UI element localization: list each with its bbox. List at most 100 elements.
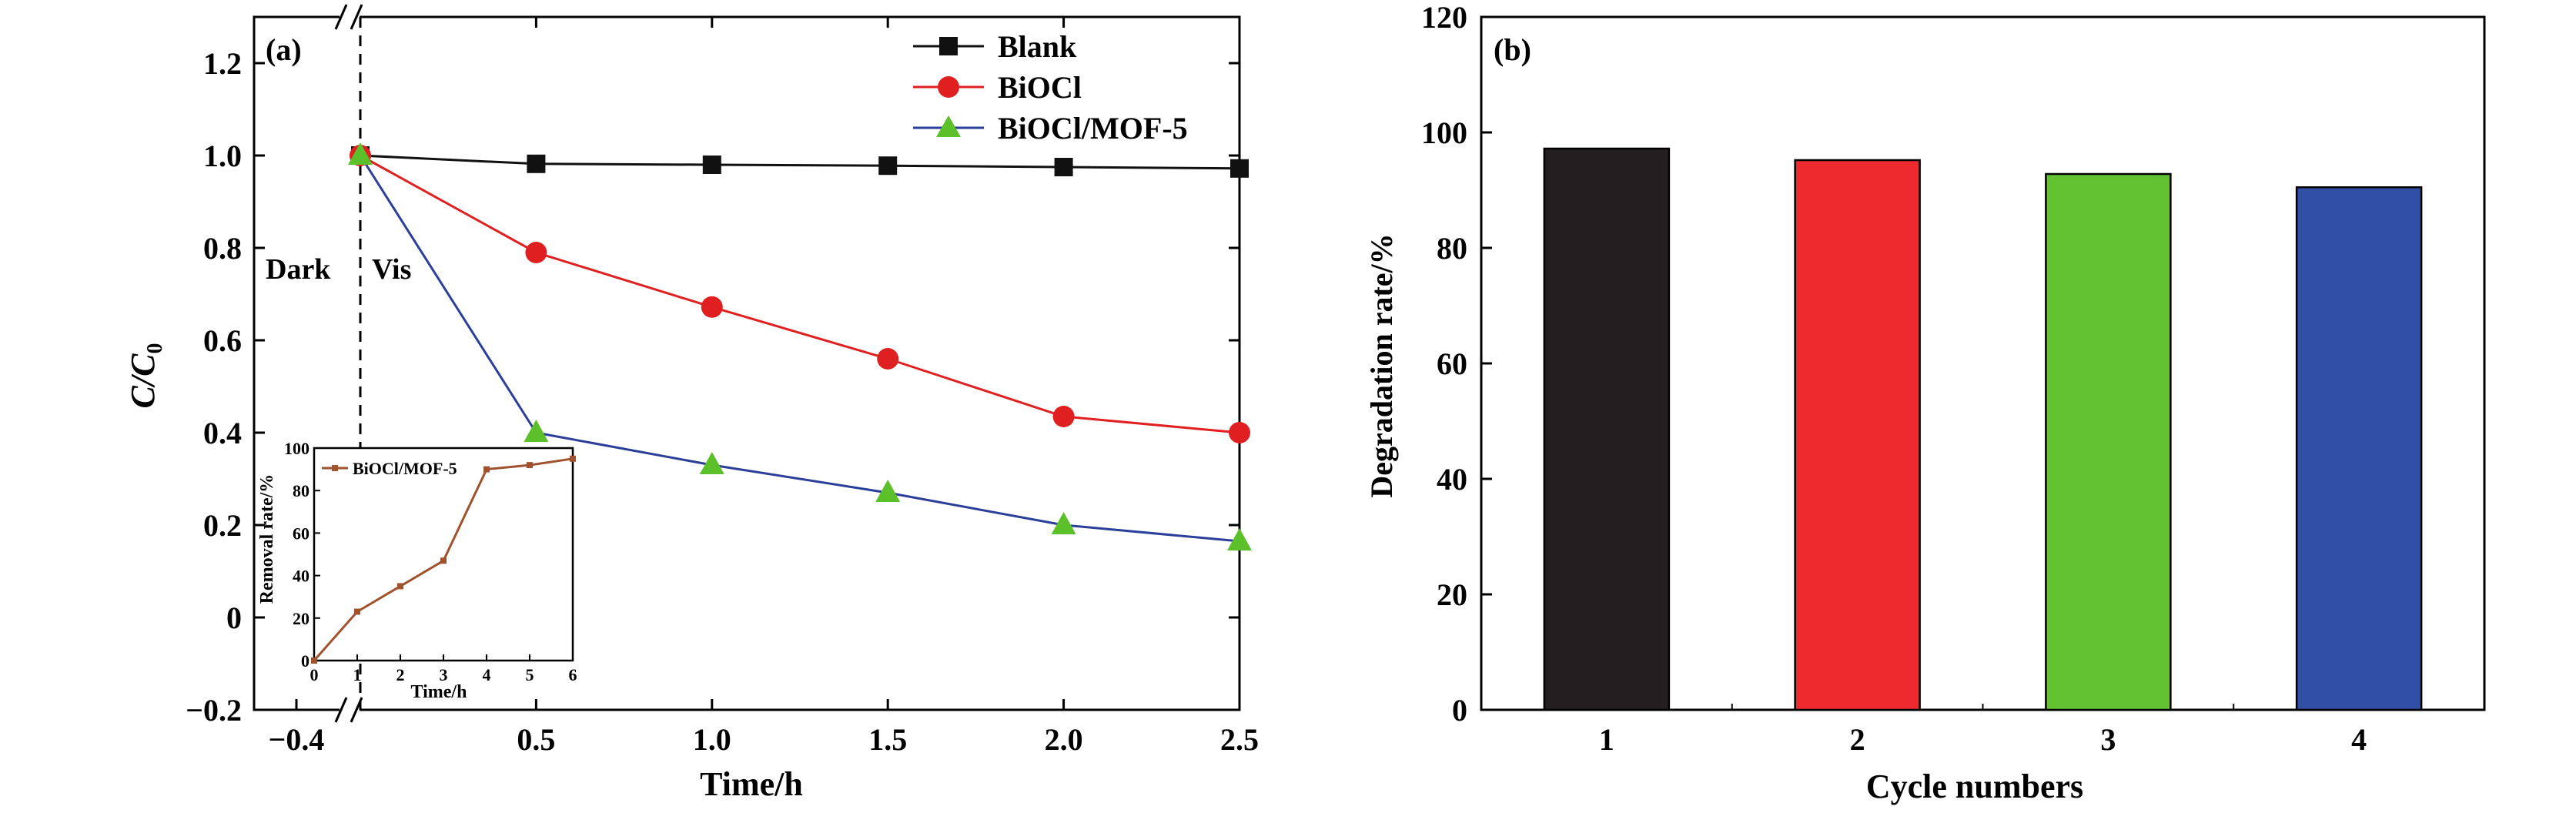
- x-tick-label: −0.4: [269, 722, 325, 757]
- data-point-bioc: [1229, 422, 1250, 443]
- vis-annotation: Vis: [372, 253, 411, 286]
- data-point-mof: [875, 480, 901, 502]
- inset-legend-marker: [332, 465, 338, 471]
- inset-xlabel: Time/h: [411, 682, 467, 702]
- bar-cycle-1: [1543, 147, 1671, 711]
- y-tick-label: 1.2: [203, 46, 242, 81]
- data-point-bioc: [1052, 406, 1075, 427]
- panel-a-plot-border: [253, 15, 1241, 711]
- y-tick-label: 60: [1437, 346, 1467, 381]
- inset-x-tick-label: 6: [569, 665, 577, 684]
- series-line-2: [359, 155, 1240, 543]
- data-point-blank: [527, 154, 546, 173]
- inset-y-tick-label: 80: [293, 481, 309, 500]
- inset-data-point: [311, 657, 317, 664]
- axis-break-mark: [350, 4, 363, 30]
- bar-cycle-2: [1794, 159, 1921, 711]
- data-point-blank: [702, 156, 721, 174]
- y-tick-label: −0.2: [186, 693, 242, 728]
- data-point-mof: [1051, 512, 1076, 534]
- y-tick-label: 0: [1452, 693, 1467, 728]
- inset-y-tick-label: 0: [301, 651, 309, 671]
- series-line-0: [360, 154, 1240, 170]
- inset-y-tick-label: 40: [293, 567, 309, 586]
- inset-series: [311, 455, 576, 664]
- axis-break-mark: [334, 697, 348, 723]
- y-tick-label: 0.8: [203, 231, 242, 266]
- panel-b: 0 20 40 60 80 100 120 1 2 3 4 (b) Degradation rate…: [1364, 0, 2486, 805]
- data-point-blank: [1230, 159, 1249, 178]
- inset-x-tick-label: 4: [483, 665, 491, 684]
- inset-data-point: [570, 455, 576, 462]
- inset-ylabel: Removal rate/%: [257, 474, 277, 604]
- series-line-1: [360, 154, 1240, 434]
- x-tick-label: 2: [1850, 722, 1865, 757]
- inset-chart: 0 20 40 60 80 100 0 1 2 3 4 5 6 Time/h Removal rate/…: [257, 439, 577, 702]
- inset-data-point: [397, 583, 403, 590]
- x-tick-label: 2.0: [1045, 722, 1083, 757]
- inset-x-tick-label: 5: [526, 665, 534, 684]
- panel-a-xlabel: Time/h: [700, 765, 803, 803]
- panel-a-label: (a): [266, 32, 302, 67]
- data-point-mof: [1227, 528, 1252, 550]
- x-tick-label: 0.5: [517, 722, 555, 757]
- panel-b-xlabel: Cycle numbers: [1866, 768, 2083, 805]
- y-tick-label: 80: [1437, 231, 1467, 266]
- bar-cycle-3: [2045, 172, 2172, 711]
- inset-frame: [313, 447, 574, 662]
- y-tick-label: 0.2: [203, 508, 242, 543]
- panel-a-series: [348, 142, 1252, 550]
- x-tick-label: 1: [1599, 722, 1614, 757]
- inset-y-tick-label: 100: [284, 439, 309, 458]
- legend-text-mof: BiOCl/MOF-5: [998, 111, 1188, 146]
- inset-data-point: [440, 557, 447, 564]
- data-point-mof: [524, 420, 549, 442]
- inset-data-point: [354, 608, 360, 615]
- panel-b-label: (b): [1494, 32, 1531, 67]
- inset-legend-text: BiOCl/MOF-5: [353, 459, 457, 478]
- legend-marker-bioc: [938, 76, 959, 98]
- ylabel-sub: 0: [143, 343, 167, 354]
- y-tick-label: 40: [1437, 462, 1467, 497]
- inset-border: [313, 447, 574, 662]
- legend-marker-blank: [939, 37, 958, 55]
- bar-cycle-4: [2295, 186, 2423, 711]
- legend-text-blank: Blank: [998, 29, 1077, 64]
- inset-y-tick-label: 20: [293, 609, 309, 628]
- x-tick-label: 2.5: [1220, 722, 1259, 757]
- panel-a-ticks: −0.2 0 0.2 0.4 0.6 0.8 1.0 1.2 −0.4 0.5 1.0 1.5 2.0 2…: [186, 17, 1259, 757]
- data-point-bioc: [877, 348, 899, 370]
- ylabel-c0: C: [124, 353, 162, 376]
- inset-x-tick-label: 2: [396, 665, 405, 684]
- data-point-bioc: [701, 296, 723, 318]
- y-tick-label: 1.0: [203, 139, 242, 173]
- panel-b-ylabel: Degradation rate/%: [1364, 233, 1399, 497]
- x-tick-label: 4: [2351, 722, 2367, 757]
- y-tick-label: 120: [1421, 0, 1467, 35]
- panel-a-ylabel: C/C0: [124, 343, 167, 409]
- y-tick-label: 0.4: [203, 416, 242, 450]
- x-tick-label: 1.5: [868, 722, 907, 757]
- data-point-mof: [348, 142, 373, 165]
- inset-x-tick-label: 3: [440, 665, 448, 684]
- svg-text:C/C0: C/C0: [124, 343, 167, 409]
- panel-b-bars: [1543, 147, 2423, 711]
- data-point-mof: [699, 452, 724, 474]
- inset-ticks: 0 20 40 60 80 100 0 1 2 3 4 5 6: [284, 439, 577, 684]
- legend-text-bioc: BiOCl: [998, 70, 1082, 105]
- x-tick-label: 1.0: [693, 722, 731, 757]
- data-point-bioc: [525, 242, 547, 263]
- legend-marker-mof: [936, 115, 961, 137]
- inset-data-point: [527, 462, 533, 469]
- axis-break-mark: [334, 4, 348, 30]
- inset-data-point: [483, 466, 490, 473]
- inset-y-tick-label: 60: [293, 524, 309, 543]
- y-tick-label: 100: [1421, 115, 1467, 150]
- inset-x-tick-label: 1: [353, 665, 362, 684]
- y-tick-label: 0: [226, 601, 242, 635]
- dark-annotation: Dark: [266, 253, 331, 286]
- panel-a: −0.2 0 0.2 0.4 0.6 0.8 1.0 1.2 −0.4 0.5 1.0 1.5 2.0 2…: [124, 4, 1259, 803]
- ylabel-c: C: [124, 385, 162, 408]
- y-tick-label: 20: [1437, 577, 1467, 612]
